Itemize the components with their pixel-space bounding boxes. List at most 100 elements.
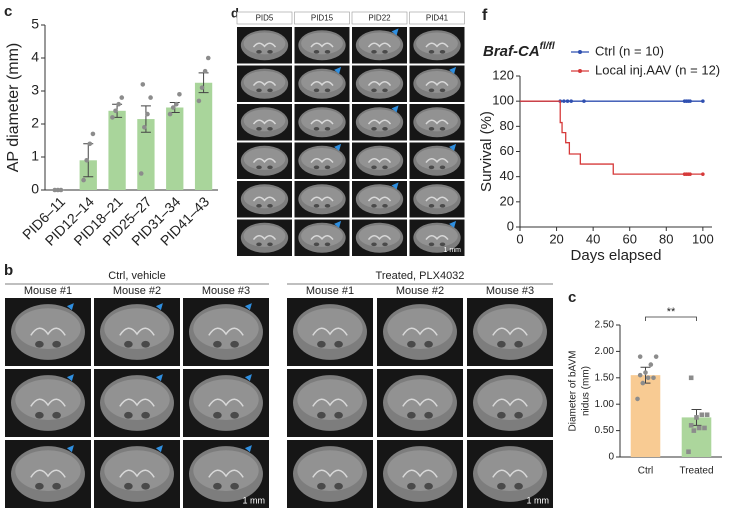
x-tick-label: 40 xyxy=(586,231,600,246)
significance-bracket xyxy=(645,316,697,321)
data-point xyxy=(651,375,656,381)
mri-image xyxy=(467,440,553,508)
cortex xyxy=(301,32,343,55)
cortex xyxy=(416,32,458,55)
ventricle xyxy=(439,165,446,170)
mri-image xyxy=(287,440,373,508)
cortex xyxy=(15,379,81,420)
data-point xyxy=(167,111,173,117)
ventricle xyxy=(514,411,523,419)
mri-image xyxy=(409,65,465,102)
mri-image xyxy=(237,219,292,256)
censor-mark xyxy=(701,99,705,103)
arrowhead xyxy=(334,143,342,151)
data-point xyxy=(688,375,694,381)
x-tick-label: 0 xyxy=(516,231,523,246)
column-header: Mouse #1 xyxy=(24,285,72,297)
arrowhead xyxy=(391,28,399,36)
column-header-box xyxy=(236,11,293,25)
data-point xyxy=(696,425,702,431)
cortex xyxy=(193,450,259,491)
legend-marker xyxy=(578,69,582,73)
data-point xyxy=(81,177,86,183)
legend-marker xyxy=(578,50,582,54)
x-tick-label: Treated xyxy=(679,466,713,477)
cortex xyxy=(301,70,343,93)
ventricle xyxy=(208,398,244,407)
cortex xyxy=(477,308,543,349)
ventricle xyxy=(230,482,239,490)
ventricle xyxy=(371,203,377,208)
data-point xyxy=(702,425,707,431)
annotation: ** xyxy=(667,306,676,318)
arrowhead xyxy=(334,66,342,74)
cortex xyxy=(358,32,401,55)
cortex xyxy=(416,224,458,247)
column-header: PID22 xyxy=(368,14,391,23)
ventricle xyxy=(256,165,262,170)
mri-image xyxy=(409,27,465,64)
data-point xyxy=(138,171,144,176)
y-tick-label: 5 xyxy=(31,16,39,32)
cortex xyxy=(193,379,259,420)
ventricle xyxy=(402,398,438,407)
mri-image xyxy=(183,298,269,366)
bar xyxy=(166,107,184,190)
ventricle xyxy=(35,340,44,348)
ventricle xyxy=(30,398,66,407)
cortex xyxy=(358,70,401,93)
x-tick-label: 80 xyxy=(659,231,673,246)
ventricle xyxy=(252,42,277,48)
data-point xyxy=(645,375,651,381)
arrowhead xyxy=(155,303,163,311)
y-tick-label: 2.50 xyxy=(595,320,615,331)
ventricle xyxy=(141,411,150,419)
ventricle xyxy=(324,126,331,131)
y-tick-label: 120 xyxy=(492,67,514,82)
censor-mark xyxy=(569,99,573,103)
ventricle xyxy=(310,157,334,164)
ventricle xyxy=(367,42,392,48)
arrowhead xyxy=(391,182,399,190)
data-point xyxy=(113,108,118,114)
ventricle xyxy=(312,398,348,407)
data-point xyxy=(140,82,146,87)
ventricle xyxy=(371,49,377,54)
mri-image xyxy=(377,298,463,366)
ventricle xyxy=(371,242,377,247)
y-tick-label: 100 xyxy=(492,93,514,108)
x-tick-label: 20 xyxy=(549,231,563,246)
mri-image xyxy=(409,142,465,179)
ventricle xyxy=(428,165,435,170)
mri-image xyxy=(5,298,91,366)
data-point xyxy=(196,98,202,104)
ventricle xyxy=(367,119,392,125)
cortex xyxy=(477,379,543,420)
cortex xyxy=(301,224,343,247)
ventricle xyxy=(497,411,506,419)
mri-image xyxy=(409,104,465,141)
panel-label: c xyxy=(568,289,576,306)
ventricle xyxy=(35,411,44,419)
ventricle xyxy=(371,126,377,131)
ventricle xyxy=(252,80,277,87)
group-title: Treated, PLX4032 xyxy=(376,270,465,282)
ventricle xyxy=(367,234,392,241)
mri-image xyxy=(237,104,292,141)
ventricle xyxy=(317,340,326,348)
cortex xyxy=(193,308,259,349)
ventricle xyxy=(310,42,334,48)
bar xyxy=(108,110,126,190)
ventricle xyxy=(439,203,446,208)
arrowhead xyxy=(449,66,457,74)
cortex xyxy=(358,224,401,247)
y-axis-label: nidus (mm) xyxy=(581,366,592,416)
ventricle xyxy=(371,165,377,170)
ventricle xyxy=(439,88,446,93)
ventricle xyxy=(514,482,523,490)
cortex xyxy=(387,379,453,420)
ventricle xyxy=(30,327,66,336)
mri-image xyxy=(352,65,407,102)
y-tick-label: 1.50 xyxy=(595,372,615,383)
